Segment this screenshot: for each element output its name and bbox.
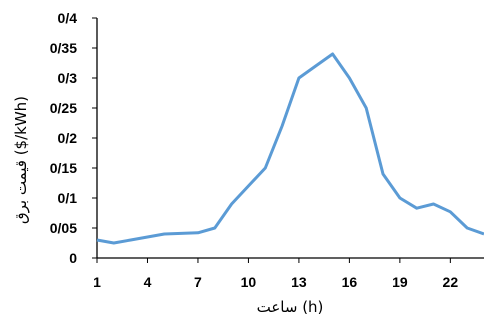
y-tick-labels: 0 0/05 0/1 0/15 0/2 0/25 0/3 0/35 0/4 [50, 10, 97, 266]
y-tick-label: 0/3 [58, 70, 78, 86]
y-tick-label: 0/2 [58, 130, 78, 146]
x-tick-label: 19 [392, 274, 408, 290]
y-tick-label: 0/35 [50, 40, 77, 56]
x-tick-label: 16 [342, 274, 358, 290]
y-tick-label: 0/4 [58, 10, 78, 26]
series-line [96, 52, 484, 245]
y-tick-label: 0 [69, 250, 77, 266]
x-tick-label: 7 [194, 274, 202, 290]
y-axis-label: قیمت برق ($/kWh) [12, 96, 30, 224]
series-group [96, 52, 484, 245]
y-tick-label: 0/1 [58, 190, 78, 206]
x-tick-label: 4 [144, 274, 152, 290]
x-tick-label: 22 [443, 274, 459, 290]
y-tick-label: 0/15 [50, 160, 77, 176]
x-tick-label: 10 [241, 274, 257, 290]
x-axis-label: ساعت (h) [257, 298, 324, 316]
y-tick-label: 0/25 [50, 100, 77, 116]
axes [96, 18, 484, 259]
x-tick-label: 13 [291, 274, 307, 290]
x-tick-labels: 1 4 7 10 13 16 19 22 [93, 258, 458, 290]
x-tick-label: 1 [93, 274, 101, 290]
y-tick-label: 0/05 [50, 220, 77, 236]
